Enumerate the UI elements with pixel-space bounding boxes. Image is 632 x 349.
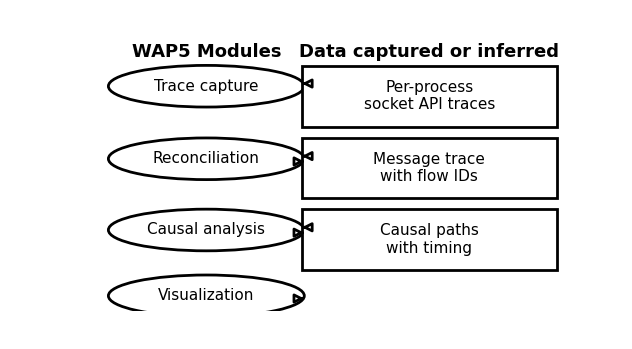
Text: Visualization: Visualization <box>158 288 255 303</box>
Ellipse shape <box>109 65 305 107</box>
Bar <box>302 209 557 270</box>
Ellipse shape <box>109 138 305 180</box>
Bar <box>302 66 557 127</box>
Text: Reconciliation: Reconciliation <box>153 151 260 166</box>
Text: Message trace
with flow IDs: Message trace with flow IDs <box>374 152 485 184</box>
Bar <box>302 138 557 198</box>
Ellipse shape <box>109 209 305 251</box>
Text: WAP5 Modules: WAP5 Modules <box>131 43 281 61</box>
Ellipse shape <box>109 275 305 317</box>
Text: Data captured or inferred: Data captured or inferred <box>299 43 559 61</box>
Text: Causal analysis: Causal analysis <box>147 223 265 237</box>
Text: Causal paths
with timing: Causal paths with timing <box>380 223 478 256</box>
Text: Per-process
socket API traces: Per-process socket API traces <box>363 80 495 112</box>
Text: Trace capture: Trace capture <box>154 79 258 94</box>
